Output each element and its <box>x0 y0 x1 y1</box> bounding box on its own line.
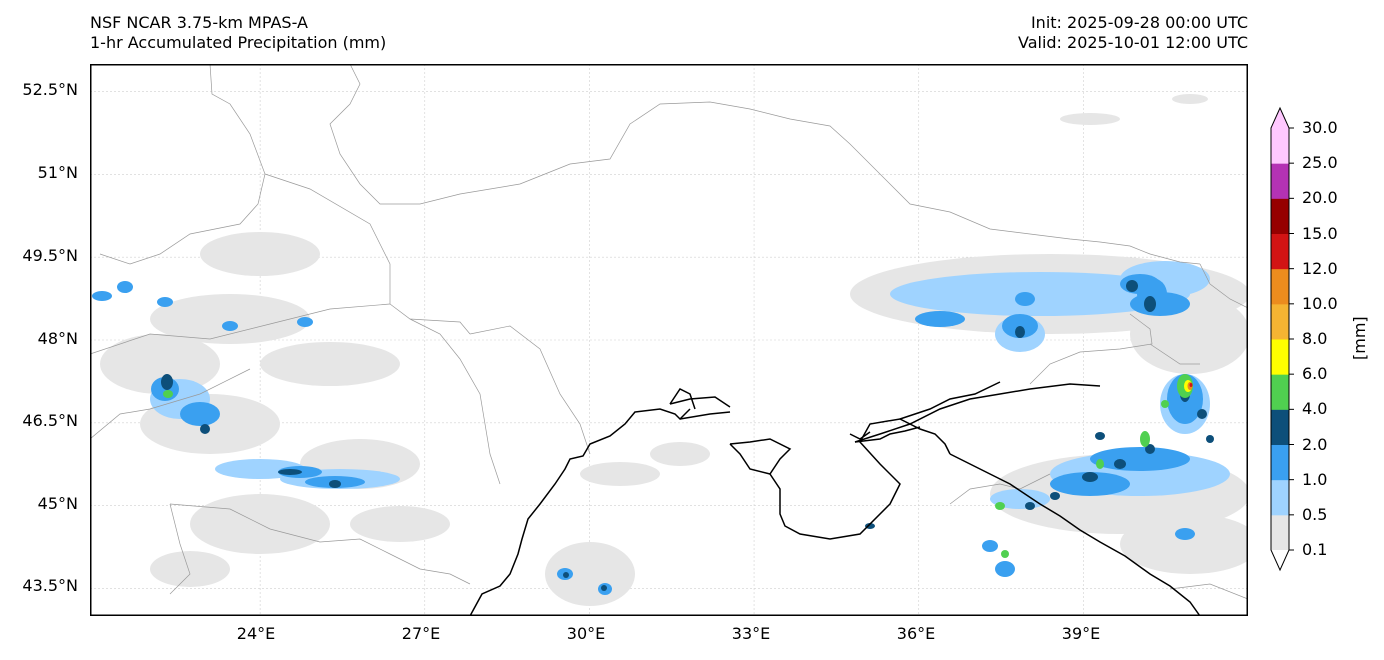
precipitation-map <box>90 64 1248 616</box>
colorbar-segment <box>1271 268 1289 305</box>
colorbar-tick-label: 10.0 <box>1302 293 1338 313</box>
precip-green-areas <box>163 374 1193 558</box>
lon-label: 27°E <box>401 624 441 643</box>
lat-label: 43.5°N <box>22 576 78 595</box>
lat-label: 48°N <box>37 329 78 348</box>
lon-label: 36°E <box>896 624 936 643</box>
colorbar-segment <box>1271 514 1289 551</box>
lon-label: 33°E <box>731 624 771 643</box>
colorbar-tick-label: 20.0 <box>1302 188 1338 208</box>
colorbar-tick-label: 1.0 <box>1302 469 1328 489</box>
lat-label: 46.5°N <box>22 411 78 430</box>
colorbar-tick-label: 4.0 <box>1302 399 1328 419</box>
lon-label: 30°E <box>566 624 606 643</box>
colorbar-segment <box>1271 163 1289 199</box>
lat-label: 51°N <box>37 163 78 182</box>
precip-heavy-core <box>1184 380 1193 392</box>
colorbar-tick-label: 8.0 <box>1302 329 1328 348</box>
model-name: NSF NCAR 3.75-km MPAS-A <box>90 13 308 32</box>
colorbar-segment <box>1271 128 1289 164</box>
country-borders <box>90 64 1248 600</box>
colorbar-segment <box>1271 233 1289 270</box>
colorbar-tick-label: 2.0 <box>1302 434 1328 454</box>
coastlines <box>469 381 1201 616</box>
colorbar-min-extension <box>1271 550 1289 570</box>
colorbar-segments <box>1271 108 1289 570</box>
lat-label: 52.5°N <box>22 80 78 99</box>
lat-label: 49.5°N <box>22 246 78 265</box>
lon-label: 39°E <box>1061 624 1101 643</box>
colorbar-tick-label: 0.1 <box>1302 540 1328 559</box>
colorbar-segment <box>1271 374 1289 410</box>
lat-label: 45°N <box>37 494 78 513</box>
field-name: 1-hr Accumulated Precipitation (mm) <box>90 33 387 52</box>
colorbar-tick-label: 30.0 <box>1302 118 1338 137</box>
precip-blue-areas <box>92 274 1203 595</box>
colorbar-max-extension <box>1271 108 1289 128</box>
colorbar-segment <box>1271 444 1289 481</box>
init-time: Init: 2025-09-28 00:00 UTC <box>1030 13 1248 32</box>
colorbar-segment <box>1271 339 1289 375</box>
valid-time: Valid: 2025-10-01 12:00 UTC <box>1017 33 1248 52</box>
colorbar-unit: [mm] <box>1350 316 1369 360</box>
colorbar-tick-label: 0.5 <box>1302 504 1328 524</box>
map-frame <box>90 64 1248 616</box>
colorbar-segment <box>1271 479 1289 516</box>
colorbar-tick-label: 15.0 <box>1302 223 1338 243</box>
colorbar-segment <box>1271 409 1289 445</box>
map-title: NSF NCAR 3.75-km MPAS-A 1-hr Accumulated… <box>90 13 386 53</box>
colorbar-segment <box>1271 303 1289 340</box>
colorbar-segment <box>1271 198 1289 234</box>
colorbar-tick-label: 25.0 <box>1302 153 1338 173</box>
colorbar-tick-label: 12.0 <box>1302 258 1338 278</box>
lon-label: 24°E <box>236 624 276 643</box>
colorbar-tick-label: 6.0 <box>1302 364 1328 384</box>
time-info: Init: 2025-09-28 00:00 UTC Valid: 2025-1… <box>1018 13 1248 53</box>
colorbar <box>1270 106 1294 572</box>
